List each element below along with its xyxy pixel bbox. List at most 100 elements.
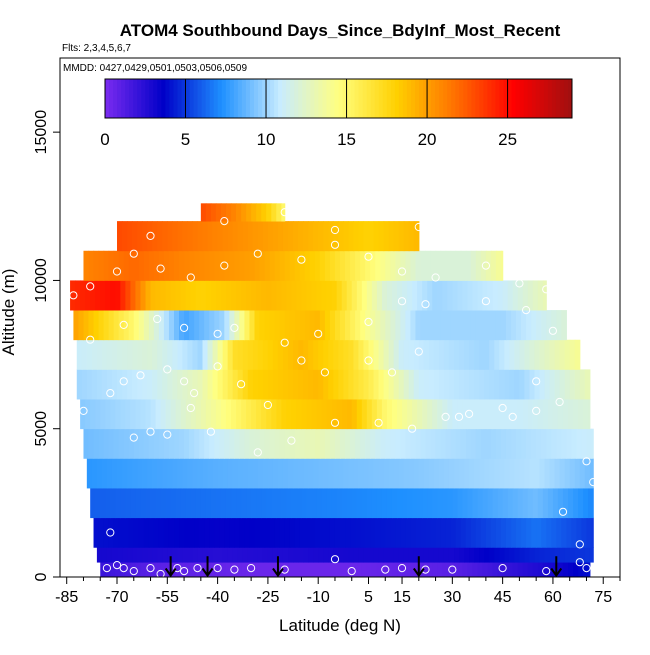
sample-point — [454, 412, 464, 421]
heatmap-cell — [288, 547, 294, 563]
heatmap-cell — [435, 250, 442, 281]
heatmap-cell — [299, 517, 306, 548]
heatmap-cell — [214, 517, 220, 548]
heatmap-cell — [227, 369, 234, 400]
heatmap-cell — [470, 250, 477, 281]
heatmap-cell — [185, 488, 192, 519]
heatmap-cell — [100, 488, 106, 519]
heatmap-cell — [135, 280, 142, 311]
heatmap-cell — [167, 458, 173, 489]
heatmap-cell — [480, 310, 487, 341]
sample-point — [280, 208, 289, 217]
heatmap-cell — [512, 488, 519, 519]
heatmap-cell — [562, 488, 569, 519]
heatmap-cell — [574, 339, 581, 370]
heatmap-cell — [511, 428, 517, 459]
heatmap-cell — [584, 458, 591, 489]
heatmap-cell — [505, 310, 512, 341]
heatmap-cell — [472, 488, 479, 519]
heatmap-cell — [323, 369, 329, 400]
heatmap-cell — [128, 310, 135, 341]
heatmap-cell — [341, 488, 348, 519]
heatmap-cell — [246, 562, 252, 578]
heatmap-cell — [418, 369, 425, 400]
heatmap-cell — [378, 547, 385, 563]
heatmap-cell — [291, 399, 298, 430]
heatmap-cell — [442, 562, 448, 578]
heatmap-cell — [428, 458, 435, 489]
heatmap-cell — [509, 547, 515, 563]
heatmap-cell — [215, 280, 222, 311]
heatmap-cell — [257, 369, 264, 400]
heatmap-cell — [480, 428, 487, 459]
heatmap-cell — [459, 369, 465, 400]
heatmap-cell — [304, 250, 311, 281]
heatmap-cell — [445, 310, 452, 341]
heatmap-cell — [202, 458, 209, 489]
heatmap-cell — [448, 458, 455, 489]
heatmap-cell — [132, 339, 138, 370]
heatmap-cell — [334, 517, 341, 548]
heatmap-cell — [170, 280, 177, 311]
heatmap-cell — [465, 428, 472, 459]
heatmap-cell — [205, 203, 212, 222]
heatmap-band — [96, 547, 594, 563]
colorbar-tick-label: 0 — [100, 130, 109, 149]
heatmap-cell — [393, 369, 400, 400]
heatmap-cell — [366, 488, 373, 519]
heatmap-cell — [549, 339, 556, 370]
heatmap-cell — [93, 428, 100, 459]
heatmap-cell — [348, 339, 355, 370]
heatmap-cell — [393, 547, 400, 563]
heatmap-cell — [492, 280, 499, 311]
heatmap-cell — [375, 517, 381, 548]
colorbar-swatch — [439, 79, 444, 118]
heatmap-cell — [98, 517, 105, 548]
heatmap-cell — [220, 562, 227, 578]
heatmap-cell — [480, 250, 487, 281]
heatmap-cell — [326, 488, 333, 519]
heatmap-cell — [123, 517, 130, 548]
heatmap-cell — [241, 399, 247, 430]
heatmap-cell — [450, 428, 457, 459]
heatmap-cell — [408, 369, 415, 400]
heatmap-cell — [343, 221, 349, 252]
heatmap-cell — [345, 517, 351, 548]
heatmap-cell — [298, 547, 304, 563]
heatmap-cell — [534, 458, 541, 489]
heatmap-cell — [353, 547, 360, 563]
sample-point — [129, 567, 138, 576]
heatmap-cell — [195, 280, 202, 311]
x-tick-label: 15 — [393, 589, 411, 606]
heatmap-cell — [256, 203, 262, 222]
heatmap-cell — [158, 517, 165, 548]
heatmap-cell — [403, 221, 410, 252]
heatmap-cell — [256, 488, 262, 519]
colorbar-swatch — [294, 79, 299, 118]
heatmap-cell — [271, 488, 277, 519]
heatmap-cell — [324, 517, 331, 548]
heatmap-cell — [244, 428, 251, 459]
sample-point — [448, 565, 457, 574]
heatmap-cell — [266, 562, 272, 578]
heatmap-cell — [557, 399, 564, 430]
heatmap-cell — [340, 428, 346, 459]
heatmap-cell — [381, 399, 388, 430]
heatmap-cell — [316, 488, 323, 519]
colorbar-swatch — [157, 79, 162, 118]
heatmap-cell — [512, 562, 519, 578]
heatmap-cell — [246, 488, 252, 519]
heatmap-cell — [199, 428, 205, 459]
heatmap-cell — [289, 517, 296, 548]
heatmap-cell — [469, 369, 475, 400]
colorbar-swatch — [314, 79, 319, 118]
heatmap-cell — [296, 280, 303, 311]
heatmap-cell — [490, 428, 497, 459]
colorbar-swatch — [475, 79, 480, 118]
heatmap-cell — [311, 280, 318, 311]
colorbar-swatch — [555, 79, 561, 118]
heatmap-cell — [194, 250, 200, 281]
heatmap-cell — [103, 428, 110, 459]
heatmap-cell — [195, 562, 202, 578]
heatmap-cell — [316, 280, 323, 311]
